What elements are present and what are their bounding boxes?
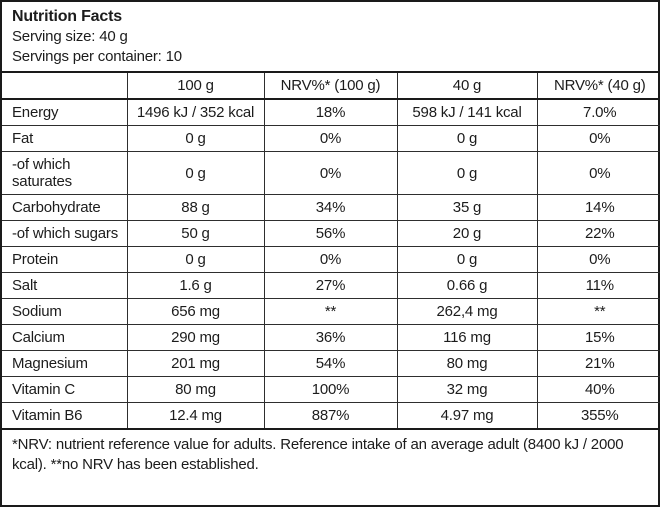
col-header-nrv-40g: NRV%* (40 g) bbox=[536, 73, 660, 100]
row-value: 27% bbox=[263, 272, 398, 299]
table-row: Magnesium 201 mg 54% 80 mg 21% bbox=[2, 350, 660, 377]
row-value: 80 mg bbox=[396, 350, 538, 377]
row-value: 0 g bbox=[396, 246, 538, 273]
row-value: 0 g bbox=[126, 246, 265, 273]
row-value: 1496 kJ / 352 kcal bbox=[126, 98, 265, 126]
row-label: Carbohydrate bbox=[2, 194, 128, 221]
table-row: Salt 1.6 g 27% 0.66 g 11% bbox=[2, 272, 660, 299]
row-value: 0% bbox=[536, 125, 660, 152]
row-value: 12.4 mg bbox=[126, 402, 265, 428]
row-value: 0% bbox=[536, 151, 660, 195]
row-value: 598 kJ / 141 kcal bbox=[396, 98, 538, 126]
title-block: Nutrition Facts Serving size: 40 g Servi… bbox=[2, 2, 658, 73]
row-value: 262,4 mg bbox=[396, 298, 538, 325]
row-value: 15% bbox=[536, 324, 660, 351]
row-value: 0% bbox=[536, 246, 660, 273]
serving-size-text: Serving size: 40 g bbox=[12, 28, 128, 45]
row-value: 36% bbox=[263, 324, 398, 351]
row-value: ** bbox=[536, 298, 660, 325]
row-value: 11% bbox=[536, 272, 660, 299]
row-value: 32 mg bbox=[396, 376, 538, 403]
row-value: 20 g bbox=[396, 220, 538, 247]
row-value: 54% bbox=[263, 350, 398, 377]
row-value: 656 mg bbox=[126, 298, 265, 325]
page-title: Nutrition Facts bbox=[12, 8, 122, 25]
row-value: 0% bbox=[263, 246, 398, 273]
row-value: 4.97 mg bbox=[396, 402, 538, 428]
row-label: Energy bbox=[2, 98, 128, 126]
nutrition-table: 100 g NRV%* (100 g) 40 g NRV%* (40 g) En… bbox=[2, 73, 660, 428]
row-value: 80 mg bbox=[126, 376, 265, 403]
table-row: -of which sugars 50 g 56% 20 g 22% bbox=[2, 220, 660, 247]
row-value: 56% bbox=[263, 220, 398, 247]
table-row: Calcium 290 mg 36% 116 mg 15% bbox=[2, 324, 660, 351]
table-row: Vitamin B6 12.4 mg 887% 4.97 mg 355% bbox=[2, 402, 660, 428]
row-value: 290 mg bbox=[126, 324, 265, 351]
table-row: Energy 1496 kJ / 352 kcal 18% 598 kJ / 141 … bbox=[2, 98, 660, 126]
row-value: 88 g bbox=[126, 194, 265, 221]
row-value: 1.6 g bbox=[126, 272, 265, 299]
row-value: ** bbox=[263, 298, 398, 325]
servings-per-container-text: Servings per container: 10 bbox=[12, 48, 182, 65]
row-label: Protein bbox=[2, 246, 128, 273]
row-label: Calcium bbox=[2, 324, 128, 351]
table-row: -of which saturates 0 g 0% 0 g 0% bbox=[2, 151, 660, 195]
row-label: Vitamin C bbox=[2, 376, 128, 403]
table-row: Sodium 656 mg ** 262,4 mg ** bbox=[2, 298, 660, 325]
row-label: Magnesium bbox=[2, 350, 128, 377]
row-value: 14% bbox=[536, 194, 660, 221]
row-value: 0 g bbox=[126, 151, 265, 195]
nutrition-table-body: Energy 1496 kJ / 352 kcal 18% 598 kJ / 141 … bbox=[2, 98, 660, 428]
row-value: 0 g bbox=[126, 125, 265, 152]
row-value: 0.66 g bbox=[396, 272, 538, 299]
row-label: -of which sugars bbox=[2, 220, 128, 247]
row-value: 355% bbox=[536, 402, 660, 428]
row-value: 21% bbox=[536, 350, 660, 377]
row-value: 0% bbox=[263, 125, 398, 152]
row-label: Salt bbox=[2, 272, 128, 299]
row-value: 0 g bbox=[396, 125, 538, 152]
row-value: 887% bbox=[263, 402, 398, 428]
table-row: Carbohydrate 88 g 34% 35 g 14% bbox=[2, 194, 660, 221]
row-label: Fat bbox=[2, 125, 128, 152]
row-value: 35 g bbox=[396, 194, 538, 221]
row-value: 7.0% bbox=[536, 98, 660, 126]
row-value: 50 g bbox=[126, 220, 265, 247]
table-row: Fat 0 g 0% 0 g 0% bbox=[2, 125, 660, 152]
row-value: 0% bbox=[263, 151, 398, 195]
col-header-empty bbox=[2, 73, 128, 100]
row-value: 100% bbox=[263, 376, 398, 403]
col-header-100g: 100 g bbox=[126, 73, 265, 100]
row-value: 40% bbox=[536, 376, 660, 403]
row-value: 0 g bbox=[396, 151, 538, 195]
table-row: Vitamin C 80 mg 100% 32 mg 40% bbox=[2, 376, 660, 403]
row-value: 201 mg bbox=[126, 350, 265, 377]
row-label: Vitamin B6 bbox=[2, 402, 128, 428]
table-row: Protein 0 g 0% 0 g 0% bbox=[2, 246, 660, 273]
row-value: 116 mg bbox=[396, 324, 538, 351]
row-label: Sodium bbox=[2, 298, 128, 325]
row-value: 22% bbox=[536, 220, 660, 247]
row-value: 18% bbox=[263, 98, 398, 126]
table-header-row: 100 g NRV%* (100 g) 40 g NRV%* (40 g) bbox=[2, 73, 660, 100]
row-value: 34% bbox=[263, 194, 398, 221]
row-label: -of which saturates bbox=[2, 151, 128, 195]
footnote-text: *NRV: nutrient reference value for adult… bbox=[2, 428, 658, 505]
col-header-40g: 40 g bbox=[396, 73, 538, 100]
col-header-nrv-100g: NRV%* (100 g) bbox=[263, 73, 398, 100]
